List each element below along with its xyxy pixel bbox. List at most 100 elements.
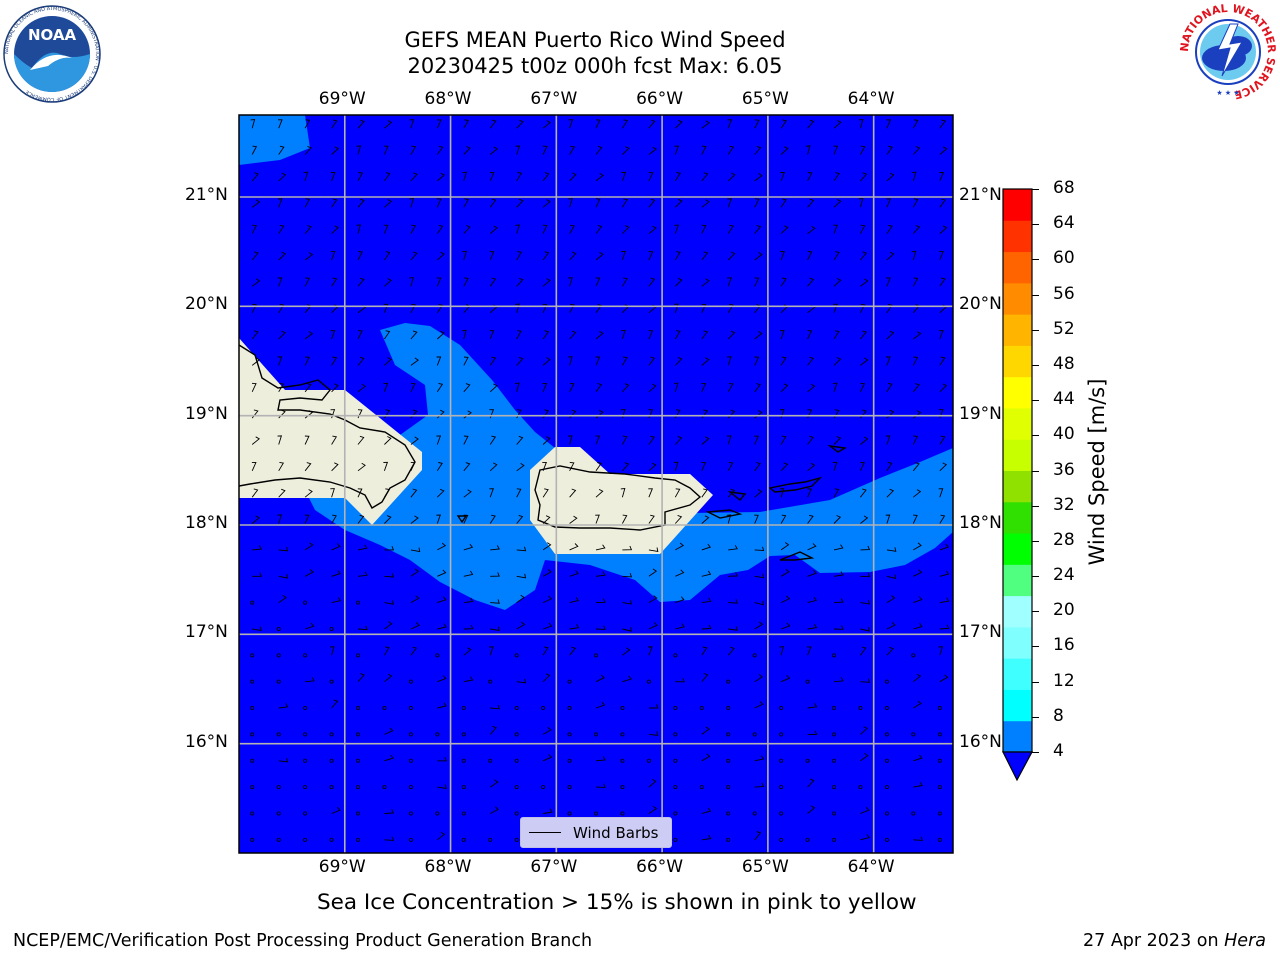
wind-barb [252,572,262,577]
wind-barb [886,145,893,155]
wind-barb [779,330,785,340]
wind-barb [384,836,395,841]
wind-barb [357,544,368,551]
wind-barb [595,783,606,788]
wind-barb [330,488,335,498]
wind-barb [673,382,679,392]
calm-marker [726,811,731,816]
wind-barb [674,435,683,445]
wind-barb [437,831,446,841]
wind-barb [727,488,736,498]
wind-barb [621,250,626,261]
wind-barb [701,673,709,682]
calm-marker [355,837,360,842]
wind-barb [779,646,785,656]
wind-barb [912,119,919,129]
calm-marker [514,785,519,790]
coastlines [239,344,848,561]
wind-barb [463,119,470,129]
calm-marker [355,758,360,763]
calm-marker [937,732,942,737]
wind-barb [674,277,683,287]
wind-barb [754,331,763,340]
wind-barb [489,330,495,340]
wind-barb [463,435,469,445]
lon-label-bottom: 67°W [530,857,578,877]
wind-barb [595,435,601,445]
wind-barb [675,677,685,683]
wind-barb [543,808,553,814]
wind-barb [357,462,366,472]
wind-barb [860,599,871,605]
calm-marker [488,837,493,842]
wind-barb [463,225,471,234]
wind-barb [514,382,520,392]
wind-barb [673,461,679,471]
calm-marker [673,837,678,842]
chart-title: GEFS MEAN Puerto Rico Wind Speed [404,28,786,52]
wind-barb [251,172,259,182]
wind-barb [622,572,633,578]
calm-marker [408,706,413,711]
colorbar-tick [1032,224,1039,226]
wind-barb [542,568,552,577]
wind-barb [807,198,815,208]
wind-barb [675,569,685,577]
calm-marker [250,785,255,790]
calm-marker [329,758,334,763]
wind-barb [251,436,260,445]
wind-barb [331,225,339,234]
calm-marker [567,785,572,790]
wind-barbs [250,118,950,842]
calm-marker [911,653,916,658]
wind-barb [569,303,575,313]
calm-marker [594,732,599,737]
wind-barb [675,596,685,604]
wind-barb [331,119,338,129]
colorbar-segment [1003,501,1032,534]
wind-barb [805,145,811,155]
wind-barb [330,330,336,340]
wind-barb [754,489,763,498]
wind-barb [860,834,870,841]
wind-barb [648,225,657,234]
wind-barb [701,251,709,261]
wind-barb [938,488,944,498]
wind-barb [251,461,257,471]
wind-barb [277,198,283,208]
wind-barb [410,547,421,553]
wind-barb [807,805,816,814]
wind-barb [939,543,950,551]
calm-marker [514,653,519,658]
wind-barb [251,224,258,234]
wind-barb [754,119,760,129]
wind-barb [542,382,548,392]
wind-barb [727,119,733,129]
wind-barb [278,251,286,261]
wind-barb [251,145,258,155]
wind-barb [648,251,654,261]
wind-barb [938,646,944,656]
wind-barb [277,356,283,366]
wind-barb [832,461,838,471]
colorbar-segment [1003,407,1032,440]
wind-barb [384,621,393,630]
wind-barb [595,625,606,630]
calm-marker [726,679,731,684]
wind-barb [250,118,256,129]
wind-barb [463,514,469,524]
wind-barb [913,836,923,841]
wind-barb [622,514,628,524]
wind-barb [437,596,447,604]
wind-barb [939,251,944,261]
wind-barb [622,198,628,208]
calm-marker [303,653,308,658]
wind-barb [515,224,520,234]
wind-barb [648,383,657,393]
calm-marker [329,732,334,737]
wind-barb [384,727,394,735]
wind-barb [913,781,923,788]
wind-barb [410,461,416,471]
wind-barb [833,303,838,313]
colorbar-tick-label: 8 [1053,705,1064,726]
